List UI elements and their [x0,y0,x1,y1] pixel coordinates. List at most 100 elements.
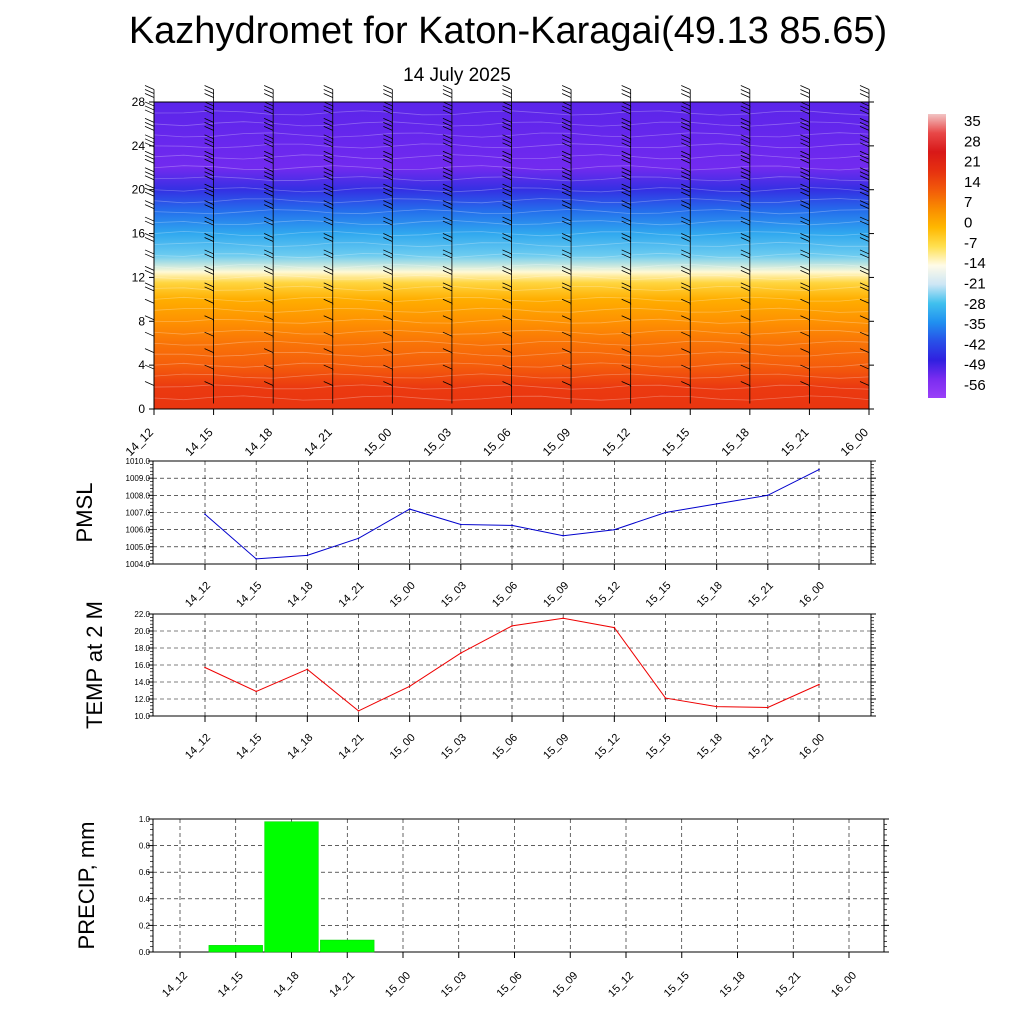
wind-barb-flag [442,118,453,123]
colorbar-label: -35 [964,316,986,333]
wind-barb-flag [561,348,572,353]
temperature-cross-section-panel: 0 4 8 12 16 20 24 28 14_12 14_15 14_18 14_21 15_00 15… [123,85,874,459]
data-point [306,554,309,557]
wind-barb-flag [681,220,691,226]
wind-barb-flag [859,253,870,259]
wind-barb-flag [383,134,393,140]
wind-barb-flag [502,154,512,160]
wind-barb-flag [740,270,750,275]
wind-barb-flag [144,298,155,304]
wind-barb-flag [681,237,691,242]
wind-barb-flag [144,93,155,98]
wind-barb-flag [561,138,572,144]
wind-barb-flag [383,191,393,197]
wind-barb-flag [323,315,333,321]
wind-barb-flag [383,237,393,242]
wind-barb-flag [502,270,512,275]
y-tick-label: 1.0 [139,815,151,824]
wind-barb-flag [264,134,274,140]
wind-barb-flag [800,101,810,107]
wind-barb-flag [621,216,631,222]
wind-barb-flag [681,253,691,259]
wind-barb-flag [502,171,512,177]
wind-barb-flag [264,167,274,173]
wind-barb-flag [681,134,691,140]
colorbar-label: -7 [964,235,977,252]
wind-barb-flag [621,220,631,226]
wind-barb-flag [740,187,750,193]
wind-barb-flag [800,187,810,193]
wind-barb-flag [740,171,750,177]
wind-barb-flag [264,381,274,386]
wind-barb-flag [561,85,572,90]
wind-barb-flag [681,101,691,107]
temp-2m-panel: 10.0 12.0 14.0 16.0 18.0 20.0 22.0 14_12 14_15 14… [82,601,876,762]
y-tick-label: 0.6 [139,868,151,877]
wind-barb-flag [442,204,453,209]
wind-barb-flag [204,183,214,189]
wind-barb-flag [800,298,810,304]
wind-barb-flag [383,187,393,193]
data-point [460,652,462,654]
x-tick-label: 14_18 [285,580,315,610]
wind-barb-flag [859,237,870,242]
wind-barb-flag [502,237,512,242]
wind-barb-flag [740,126,750,131]
wind-barb-flag [859,191,870,197]
precip-panel: 0.0 0.2 0.4 0.6 0.8 1.0 14_12 14_15 14_18 14_21 15… [74,815,889,1000]
wind-barb-flag [323,237,333,242]
wind-barb-flag [740,158,750,164]
wind-barb-flag [442,315,453,321]
x-tick-label: 15_18 [695,732,725,762]
wind-barb-flag [204,93,214,98]
wind-barb-flag [264,216,274,222]
wind-barb-flag [323,200,333,205]
data-point [306,668,309,671]
wind-barb-flag [561,191,572,197]
wind-barb-flag [144,167,155,173]
precip-bar [208,945,263,953]
wind-barb-flag [561,216,572,222]
wind-barb-flag [859,220,870,226]
wind-barb-flag [383,298,393,304]
wind-barb-flag [264,105,274,111]
wind-barb-flag [502,381,512,386]
data-point [204,513,206,516]
wind-barb-flag [561,154,572,160]
wind-barb-flag [204,101,214,107]
wind-barb-flag [264,183,274,189]
x-tick-label: 14_15 [216,970,246,1000]
wind-barb-flag [561,105,572,111]
x-tick-label: 15_15 [644,732,674,762]
wind-barb-flag [681,142,691,148]
x-tick-label: 15_21 [746,580,776,610]
wind-barb-flag [621,93,631,98]
wind-barb-flag [561,89,572,94]
wind-barb-flag [442,167,453,173]
wind-barb-flag [681,191,691,197]
wind-barb-flag [442,101,453,107]
wind-barb-flag [264,85,274,90]
wind-barb-flag [204,216,214,222]
wind-barb-flag [204,171,214,177]
x-tick-label: 15_00 [383,970,413,1000]
wind-barb-flag [442,237,453,242]
wind-barb-flag [204,249,214,255]
colorbar-label: 0 [964,215,972,232]
wind-barb-flag [502,364,512,370]
y-tick-label: 4 [138,358,145,372]
wind-barb-flag [144,109,155,115]
wind-barb-flag [264,158,274,164]
colorbar-label: -42 [964,336,986,353]
wind-barb-flag [800,233,810,238]
y-axis-title: PMSL [72,483,97,543]
wind-barb-flag [502,315,512,321]
wind-barb-flag [264,266,274,271]
wind-barb-flag [859,298,870,304]
wind-barb-flag [442,286,453,292]
wind-barb-flag [323,187,333,193]
wind-barb-flag [502,183,512,189]
wind-barb-flag [561,142,572,148]
wind-barb-flag [264,286,274,292]
wind-barb-flag [264,154,274,160]
